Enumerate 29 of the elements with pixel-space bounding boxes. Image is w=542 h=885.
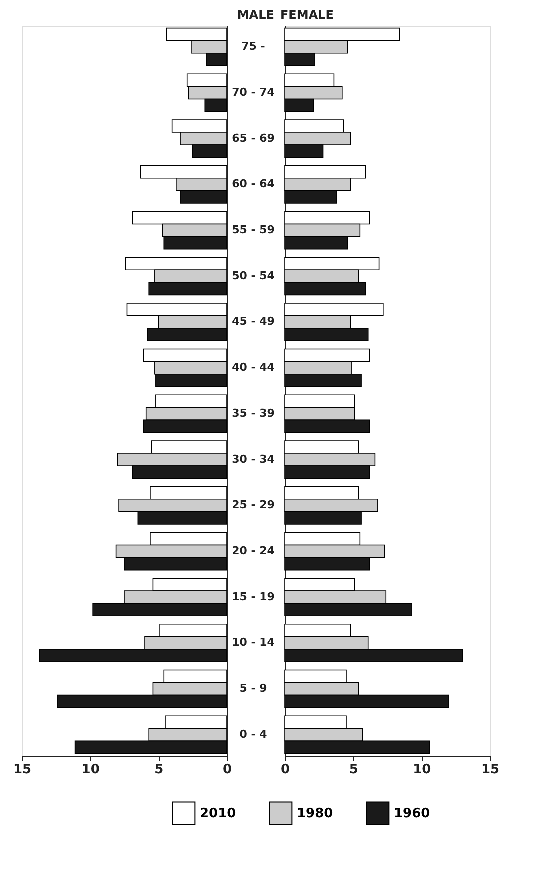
- y-tick-label: 30 - 34: [232, 452, 276, 466]
- y-tick-label: 25 - 29: [232, 498, 275, 512]
- y-tick-label: 10 - 14: [232, 636, 276, 650]
- legend-label: 1980: [297, 806, 334, 822]
- y-tick-label: 5 - 9: [240, 682, 268, 696]
- y-tick-label: 60 - 64: [232, 178, 276, 191]
- y-tick-label: 55 - 59: [232, 224, 275, 237]
- y-tick-label: 45 - 49: [232, 315, 275, 328]
- x-tick-label: 5: [349, 762, 358, 778]
- y-tick-label: 50 - 54: [232, 269, 276, 282]
- x-tick-label: 15: [13, 762, 32, 778]
- x-tick-label: 0: [222, 762, 232, 778]
- y-tick-label: 20 - 24: [232, 544, 276, 558]
- y-tick-label: 40 - 44: [232, 361, 276, 374]
- y-tick-label: 75 -: [242, 40, 266, 54]
- y-tick-label: 65 - 69: [232, 132, 275, 145]
- legend-label: 2010: [200, 806, 236, 822]
- x-tick-label: 0: [280, 762, 290, 778]
- y-tick-label: 0 - 4: [240, 728, 268, 741]
- x-tick-label: 10: [82, 762, 100, 778]
- x-tick-label: 10: [413, 762, 432, 778]
- legend-label: 1960: [394, 806, 430, 822]
- x-tick-label: 5: [154, 762, 164, 778]
- text: MALE: [237, 8, 274, 22]
- x-tick-label: 15: [481, 762, 500, 778]
- chart-title: FEMALE: [280, 8, 334, 22]
- y-tick-label: 15 - 19: [232, 590, 275, 604]
- y-tick-label: 35 - 39: [232, 406, 275, 420]
- y-tick-label: 70 - 74: [232, 86, 276, 99]
